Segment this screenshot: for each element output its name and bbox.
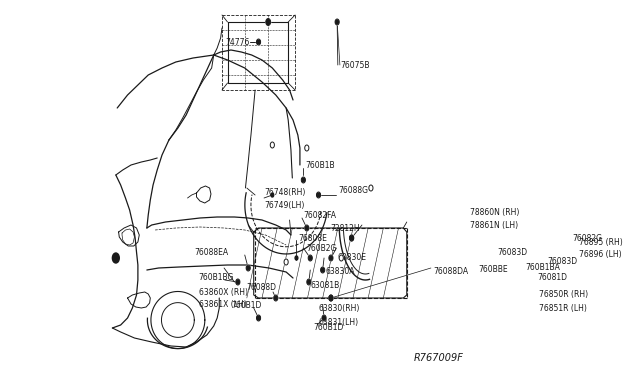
Text: 760B1B: 760B1B — [305, 160, 335, 170]
Circle shape — [349, 235, 354, 241]
Circle shape — [237, 280, 239, 284]
Text: 63830(RH): 63830(RH) — [319, 304, 360, 312]
Circle shape — [472, 269, 476, 275]
Circle shape — [274, 295, 278, 301]
Circle shape — [329, 255, 333, 261]
Text: 76895 (RH): 76895 (RH) — [579, 237, 623, 247]
Circle shape — [560, 225, 564, 231]
Circle shape — [321, 267, 324, 273]
Text: 760B1BA: 760B1BA — [525, 263, 560, 273]
Circle shape — [257, 39, 260, 45]
Circle shape — [330, 256, 332, 260]
Circle shape — [257, 40, 260, 44]
Text: 63831(LH): 63831(LH) — [319, 317, 358, 327]
Circle shape — [317, 193, 320, 197]
Text: 76088DA: 76088DA — [433, 267, 468, 276]
Text: 760B1D: 760B1D — [231, 301, 261, 310]
Circle shape — [275, 296, 277, 300]
Circle shape — [350, 236, 353, 240]
Circle shape — [329, 295, 333, 301]
Text: 76088EA: 76088EA — [195, 247, 228, 257]
Text: 76851R (LH): 76851R (LH) — [539, 304, 587, 312]
Text: 76082G: 76082G — [572, 234, 602, 243]
Circle shape — [316, 192, 321, 198]
Circle shape — [536, 262, 540, 268]
Text: 76083D: 76083D — [547, 257, 577, 266]
Circle shape — [113, 253, 119, 263]
Circle shape — [266, 19, 270, 25]
Circle shape — [271, 193, 274, 197]
Circle shape — [307, 279, 311, 285]
Circle shape — [301, 177, 305, 183]
Text: 63860X (RH): 63860X (RH) — [198, 288, 248, 296]
Text: 72812H: 72812H — [330, 224, 360, 232]
Text: 63861X (LH): 63861X (LH) — [198, 301, 246, 310]
Circle shape — [322, 315, 326, 321]
Circle shape — [284, 259, 288, 265]
Circle shape — [563, 242, 568, 248]
Circle shape — [257, 315, 260, 321]
Circle shape — [369, 185, 373, 191]
Circle shape — [236, 279, 240, 285]
Circle shape — [305, 145, 309, 151]
Circle shape — [526, 293, 529, 297]
Circle shape — [308, 255, 312, 261]
Text: 78861N (LH): 78861N (LH) — [470, 221, 518, 230]
Circle shape — [266, 19, 271, 26]
Circle shape — [336, 20, 339, 24]
Circle shape — [536, 263, 539, 267]
Text: 76075B: 76075B — [340, 61, 369, 70]
Text: 76088G: 76088G — [338, 186, 368, 195]
Circle shape — [447, 208, 449, 212]
Circle shape — [349, 235, 354, 241]
Circle shape — [295, 256, 298, 260]
Circle shape — [257, 316, 260, 320]
Circle shape — [330, 296, 332, 300]
Circle shape — [323, 316, 325, 320]
Text: 760BBE: 760BBE — [479, 266, 508, 275]
Text: 63830A: 63830A — [325, 267, 355, 276]
Circle shape — [339, 255, 343, 261]
Circle shape — [564, 243, 567, 247]
Text: 760B1D: 760B1D — [314, 324, 344, 333]
Circle shape — [302, 178, 305, 182]
Circle shape — [481, 250, 484, 254]
Circle shape — [309, 256, 312, 260]
Text: 63830E: 63830E — [338, 253, 367, 263]
Text: 76748(RH): 76748(RH) — [264, 187, 305, 196]
Circle shape — [481, 249, 484, 255]
Circle shape — [512, 270, 515, 274]
Circle shape — [329, 295, 333, 301]
Circle shape — [525, 275, 529, 281]
Text: 760B1BG: 760B1BG — [198, 273, 234, 282]
Circle shape — [526, 276, 529, 280]
Circle shape — [335, 19, 339, 25]
Text: 76088D: 76088D — [247, 283, 277, 292]
Circle shape — [305, 225, 309, 231]
Circle shape — [307, 280, 310, 284]
Text: 76081D: 76081D — [538, 273, 568, 282]
Circle shape — [473, 270, 476, 274]
Text: 760B2G: 760B2G — [307, 244, 337, 253]
Circle shape — [305, 226, 308, 230]
Text: 76896 (LH): 76896 (LH) — [579, 250, 622, 260]
Text: 78860N (RH): 78860N (RH) — [470, 208, 520, 217]
Circle shape — [246, 265, 250, 271]
Text: 76083D: 76083D — [498, 247, 528, 257]
Text: 76749(LH): 76749(LH) — [264, 201, 305, 209]
Text: 76082FA: 76082FA — [303, 211, 337, 219]
Circle shape — [247, 266, 250, 270]
Text: 74776: 74776 — [225, 38, 250, 46]
Text: R767009F: R767009F — [413, 353, 463, 363]
Circle shape — [321, 268, 324, 272]
Text: 76808E: 76808E — [298, 234, 326, 243]
Circle shape — [561, 226, 563, 230]
Circle shape — [511, 269, 516, 275]
Text: 76850R (RH): 76850R (RH) — [539, 291, 588, 299]
Text: 63081B: 63081B — [310, 280, 339, 289]
Circle shape — [270, 142, 275, 148]
